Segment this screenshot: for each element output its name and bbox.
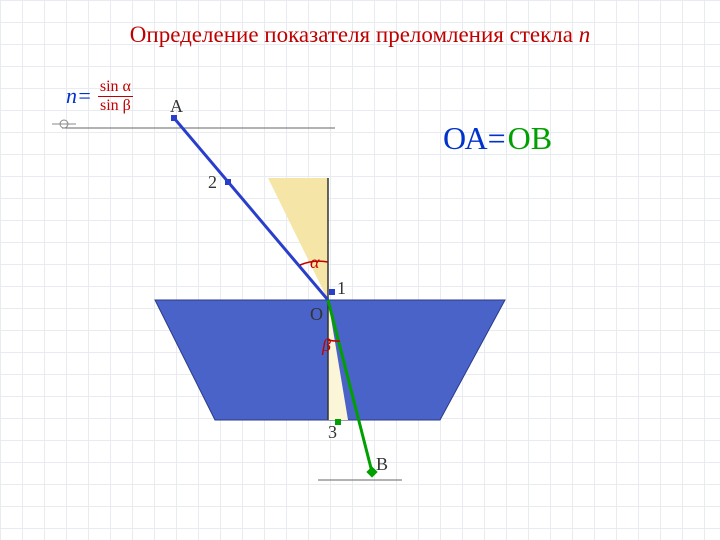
diagram-svg (0, 0, 720, 540)
label-2: 2 (208, 172, 217, 193)
label-1: 1 (337, 278, 346, 299)
label-3: 3 (328, 422, 337, 443)
label-beta: β (322, 335, 331, 356)
label-B: В (376, 454, 388, 475)
label-alpha: α (310, 252, 319, 273)
label-A: А (170, 96, 183, 117)
side-marker-icon (52, 118, 76, 130)
label-O: О (310, 304, 323, 325)
